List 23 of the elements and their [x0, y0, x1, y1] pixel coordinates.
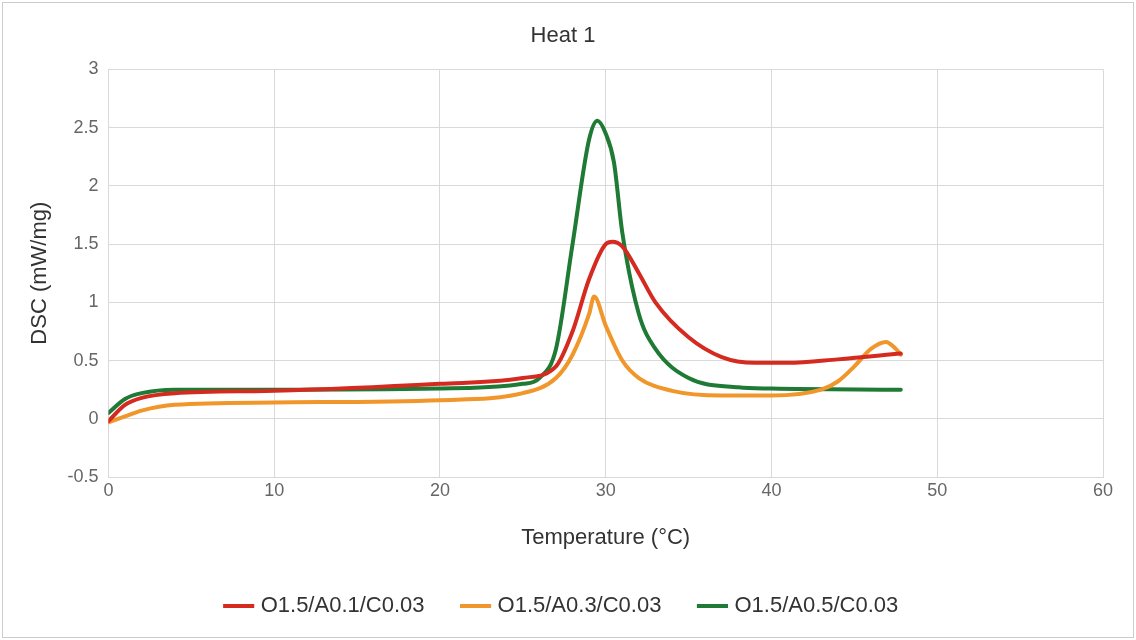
y-tick-label: 0.5 [73, 349, 99, 370]
y-tick-label: 2 [88, 174, 99, 195]
x-tick-label: 50 [927, 479, 948, 500]
x-axis-title: Temperature (°C) [521, 523, 691, 549]
x-tick-label: 60 [1092, 479, 1114, 500]
x-tick-label: 20 [429, 479, 450, 500]
y-tick-label: 1.5 [73, 233, 99, 254]
y-tick-label: 3 [88, 58, 99, 79]
y-axis-title: DSC (mW/mg) [26, 201, 52, 345]
y-tick-label: 2.5 [73, 116, 99, 137]
y-tick-label: 1 [88, 291, 99, 312]
x-tick-label: 40 [761, 479, 782, 500]
x-tick-label: 0 [103, 479, 114, 500]
y-tick-label: -0.5 [67, 465, 99, 486]
line-series [108, 294, 903, 425]
line-series [108, 239, 903, 424]
x-tick-label: 30 [595, 479, 616, 500]
x-tick-label: 10 [264, 479, 285, 500]
legend-label: O1.5/A0.1/C0.03 [260, 592, 425, 618]
legend-label: O1.5/A0.3/C0.03 [497, 592, 662, 618]
chart-title: Heat 1 [530, 22, 596, 48]
y-tick-label: 0 [88, 407, 99, 428]
legend-label: O1.5/A0.5/C0.03 [734, 592, 899, 618]
